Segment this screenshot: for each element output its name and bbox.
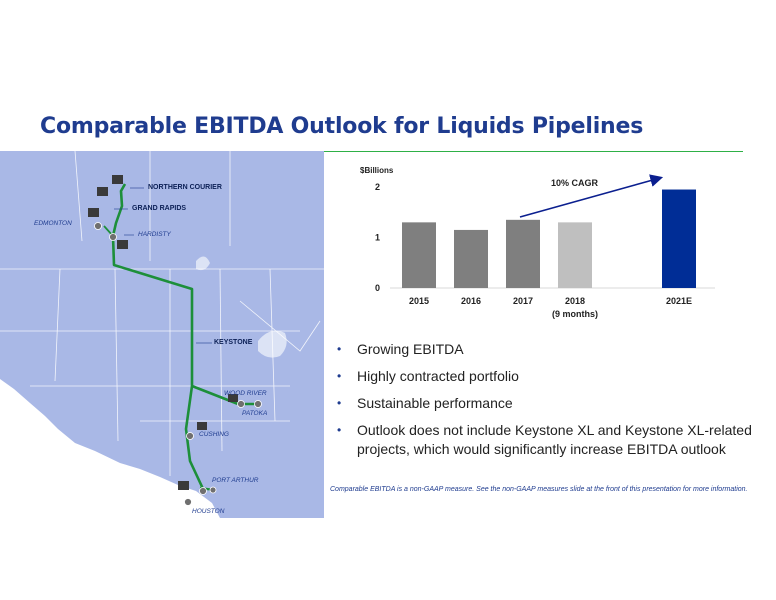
bullet-text: Outlook does not include Keystone XL and… [357, 422, 752, 457]
label-houston: HOUSTON [192, 508, 225, 515]
bar-2015 [402, 222, 436, 288]
bullet-dot: • [337, 342, 342, 356]
bullet-list: • Growing EBITDA • Highly contracted portf… [337, 340, 773, 467]
bullet-text: Sustainable performance [357, 395, 513, 411]
storage-tank-icons [88, 175, 238, 490]
x-tick-label: 2021E [666, 296, 692, 306]
ebitda-chart: $Billions 0 1 2 2015 2016 2017 2018 (9 months) 20… [330, 160, 750, 330]
label-keystone: KEYSTONE [214, 339, 253, 346]
y-tick-label: 0 [375, 283, 380, 293]
bullet-dot: • [337, 423, 342, 437]
label-port-arthur: PORT ARTHUR [212, 477, 259, 484]
bullet-dot: • [337, 396, 342, 410]
terminal-markers [94, 222, 262, 506]
cagr-annotation: 10% CAGR [551, 178, 599, 188]
bullet-item: • Sustainable performance [337, 394, 773, 413]
bullet-item: • Highly contracted portfolio [337, 367, 773, 386]
bullet-text: Growing EBITDA [357, 341, 464, 357]
x-tick-label: 2018 [565, 296, 585, 306]
map-graphic [0, 151, 324, 518]
label-cushing: CUSHING [199, 431, 229, 438]
label-leaders [114, 187, 212, 344]
x-tick-label: 2016 [461, 296, 481, 306]
bar-2021e [662, 189, 696, 288]
bullet-item: • Outlook does not include Keystone XL an… [337, 421, 773, 459]
y-tick-label: 2 [375, 182, 380, 192]
bullet-dot: • [337, 369, 342, 383]
bar-2016 [454, 229, 488, 288]
label-edmonton: EDMONTON [34, 220, 72, 227]
label-grand-rapids: GRAND RAPIDS [132, 205, 187, 212]
bar-2017 [506, 219, 540, 288]
pipeline-route [111, 183, 258, 406]
slide-title: Comparable EBITDA Outlook for Liquids Pi… [40, 114, 644, 139]
bullet-item: • Growing EBITDA [337, 340, 773, 359]
bullet-text: Highly contracted portfolio [357, 368, 519, 384]
label-northern-courier: NORTHERN COURIER [148, 184, 222, 191]
label-patoka: PATOKA [242, 410, 268, 417]
label-hardisty: HARDISTY [138, 231, 171, 238]
ebitda-bar-chart: $Billions 0 1 2 2015 2016 2017 2018 (9 months) 20… [360, 166, 715, 319]
cagr-arrow [519, 174, 664, 218]
x-tick-label: 2015 [409, 296, 429, 306]
x-tick-sublabel: (9 months) [552, 309, 598, 319]
label-wood-river: WOOD RIVER [224, 390, 267, 397]
bar-2018 [558, 222, 592, 288]
x-tick-label: 2017 [513, 296, 533, 306]
y-tick-label: 1 [375, 233, 380, 243]
land-shape [0, 151, 324, 518]
pipeline-map: NORTHERN COURIER GRAND RAPIDS EDMONTON H… [0, 151, 324, 518]
pipeline-route-south [184, 385, 206, 492]
y-axis-label: $Billions [360, 166, 394, 175]
title-divider [40, 151, 743, 152]
footnote: Comparable EBITDA is a non-GAAP measure.… [330, 486, 748, 493]
